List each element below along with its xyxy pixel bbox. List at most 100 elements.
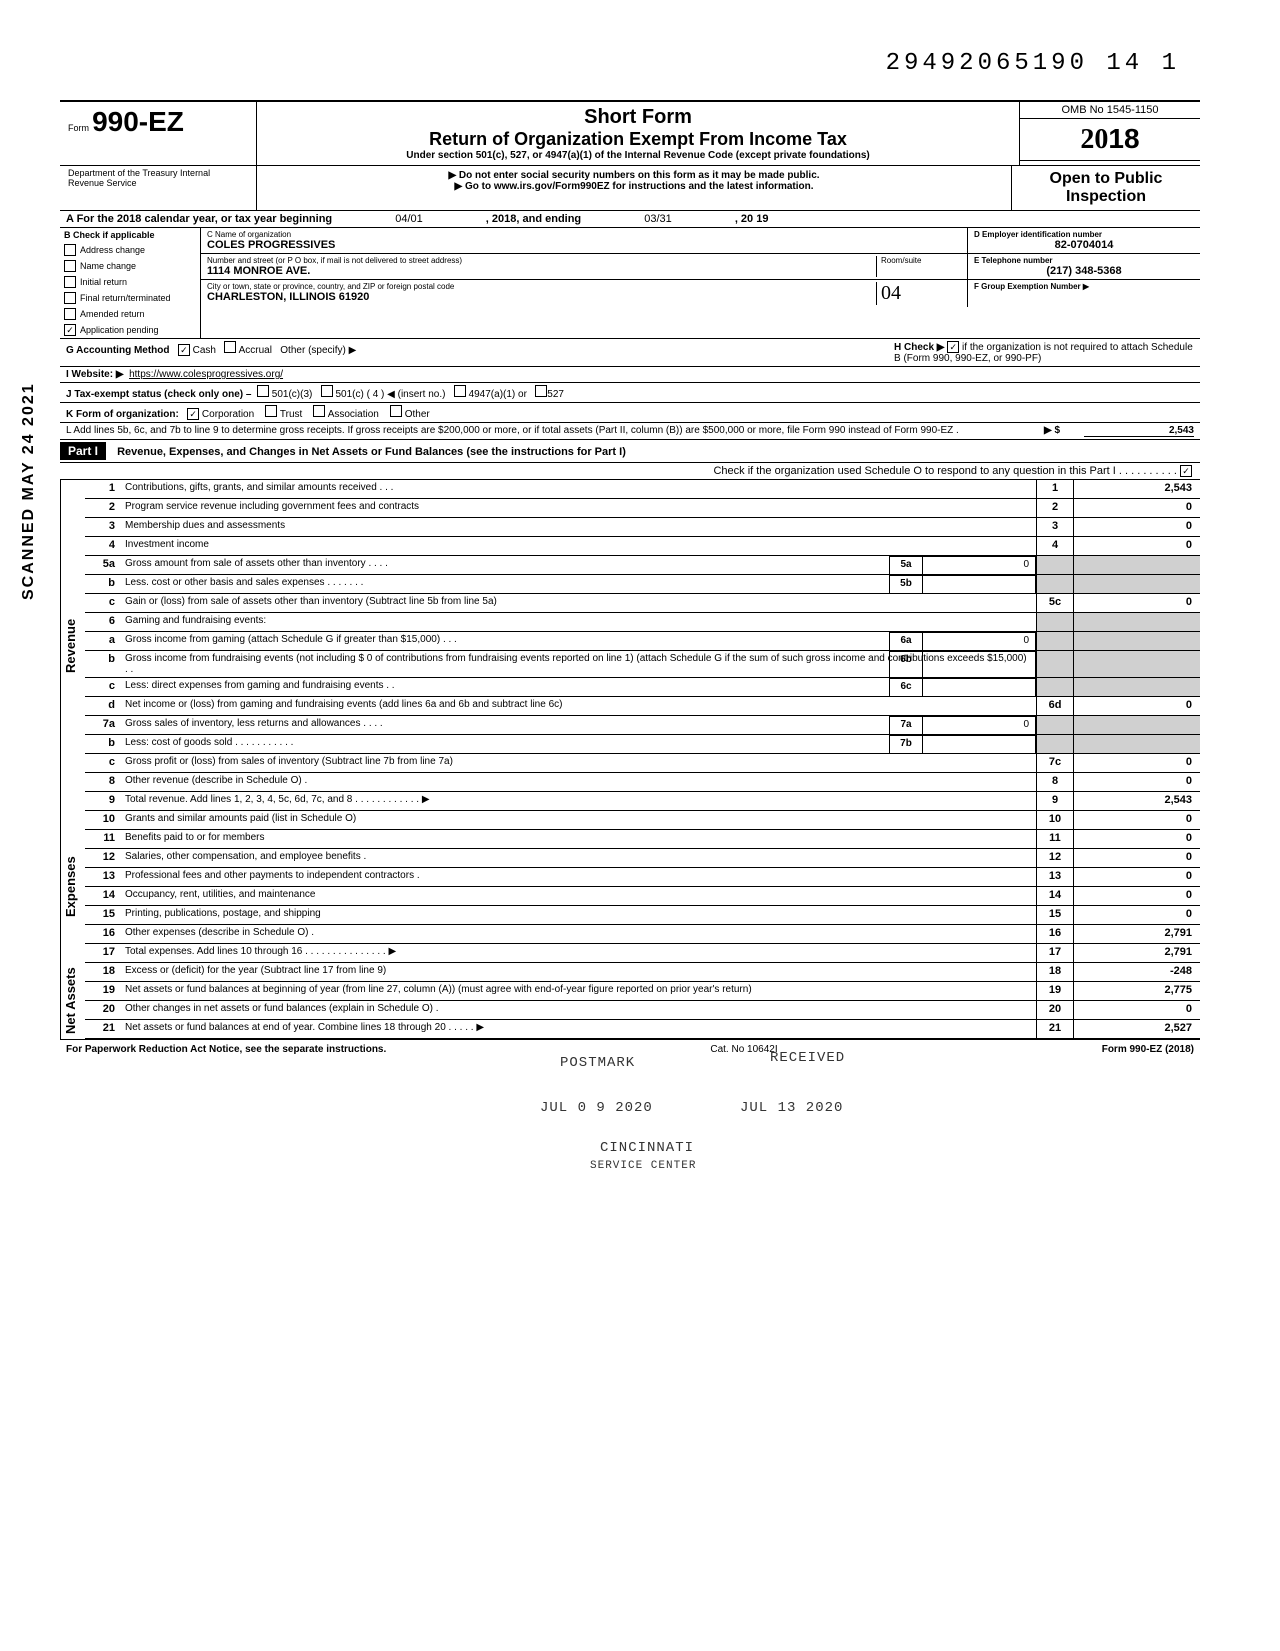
right-val-9: 2,543 [1074, 792, 1200, 810]
right-val-6a [1074, 632, 1200, 650]
inner-num-7b: 7b [890, 736, 923, 753]
pra-notice: For Paperwork Reduction Act Notice, see … [66, 1044, 386, 1055]
line-desc-16: Other expenses (describe in Schedule O) … [121, 925, 1036, 943]
line-num-10: 10 [85, 811, 121, 829]
cb-schedule-o[interactable]: ✓ [1180, 465, 1192, 477]
line-desc-6a: Gross income from gaming (attach Schedul… [121, 632, 1036, 650]
cb-4947[interactable] [454, 385, 466, 397]
right-num-7a [1036, 716, 1074, 734]
line-20: 20Other changes in net assets or fund ba… [85, 1001, 1200, 1020]
cb-application-pending[interactable]: ✓ [64, 324, 76, 336]
inner-val-6c [923, 679, 1035, 696]
right-num-19: 19 [1036, 982, 1074, 1000]
form-header: Form 990-EZ Short Form Return of Organiz… [60, 100, 1200, 166]
right-val-10: 0 [1074, 811, 1200, 829]
subtitle: Under section 501(c), 527, or 4947(a)(1)… [265, 150, 1011, 161]
dln-number: 29492065190 14 1 [886, 50, 1180, 77]
right-num-6a [1036, 632, 1074, 650]
b-item-3: Final return/terminated [80, 293, 171, 303]
cb-corporation[interactable]: ✓ [187, 408, 199, 420]
right-num-15: 15 [1036, 906, 1074, 924]
right-val-14: 0 [1074, 887, 1200, 905]
cb-initial-return[interactable] [64, 276, 76, 288]
cb-cash[interactable]: ✓ [178, 344, 190, 356]
line-num-2: 2 [85, 499, 121, 517]
right-val-4: 0 [1074, 537, 1200, 555]
line-num-15: 15 [85, 906, 121, 924]
cb-501c[interactable] [321, 385, 333, 397]
line-5a: 5aGross amount from sale of assets other… [85, 556, 1200, 575]
right-num-3: 3 [1036, 518, 1074, 536]
line-7c: cGross profit or (loss) from sales of in… [85, 754, 1200, 773]
line-desc-12: Salaries, other compensation, and employ… [121, 849, 1036, 867]
line-num-6b: b [85, 651, 121, 677]
right-num-4: 4 [1036, 537, 1074, 555]
right-num-6d: 6d [1036, 697, 1074, 715]
website-instruction: ▶ Go to www.irs.gov/Form990EZ for instru… [261, 181, 1007, 192]
l-value: 2,543 [1084, 425, 1194, 437]
phone-value: (217) 348-5368 [974, 265, 1194, 277]
right-num-2: 2 [1036, 499, 1074, 517]
inner-val-6b [923, 652, 1035, 677]
right-val-12: 0 [1074, 849, 1200, 867]
line-num-21: 21 [85, 1020, 121, 1038]
form-number: 990-EZ [92, 106, 184, 137]
b-item-4: Amended return [80, 309, 145, 319]
line-num-9: 9 [85, 792, 121, 810]
line-num-6: 6 [85, 613, 121, 631]
line-desc-14: Occupancy, rent, utilities, and maintena… [121, 887, 1036, 905]
right-num-11: 11 [1036, 830, 1074, 848]
line-1: 1Contributions, gifts, grants, and simil… [85, 480, 1200, 499]
inner-val-5b [923, 576, 1035, 593]
line-desc-11: Benefits paid to or for members [121, 830, 1036, 848]
line-desc-4: Investment income [121, 537, 1036, 555]
short-form-label: Short Form [265, 106, 1011, 129]
line-i: I Website: ▶ https://www.colesprogressiv… [60, 367, 1200, 383]
line-11: 11Benefits paid to or for members110 [85, 830, 1200, 849]
right-num-6 [1036, 613, 1074, 631]
line-desc-2: Program service revenue including govern… [121, 499, 1036, 517]
cb-name-change[interactable] [64, 260, 76, 272]
stamp-date: JUL 0 9 2020 [540, 1100, 653, 1116]
line-num-1: 1 [85, 480, 121, 498]
cb-accrual[interactable] [224, 341, 236, 353]
right-val-16: 2,791 [1074, 925, 1200, 943]
city-value: CHARLESTON, ILLINOIS 61920 [207, 291, 876, 303]
line-6: 6Gaming and fundraising events: [85, 613, 1200, 632]
line-desc-13: Professional fees and other payments to … [121, 868, 1036, 886]
cb-amended-return[interactable] [64, 308, 76, 320]
line-5b: bLess. cost or other basis and sales exp… [85, 575, 1200, 594]
cb-h[interactable]: ✓ [947, 341, 959, 353]
cb-address-change[interactable] [64, 244, 76, 256]
line-desc-5b: Less. cost or other basis and sales expe… [121, 575, 1036, 593]
department-label: Department of the Treasury Internal Reve… [60, 166, 257, 210]
line-num-6d: d [85, 697, 121, 715]
line-7a: 7aGross sales of inventory, less returns… [85, 716, 1200, 735]
cb-trust[interactable] [265, 405, 277, 417]
line-num-8: 8 [85, 773, 121, 791]
cb-final-return[interactable] [64, 292, 76, 304]
e-label: E Telephone number [974, 256, 1194, 265]
line-num-5b: b [85, 575, 121, 593]
line-num-4: 4 [85, 537, 121, 555]
line-desc-7a: Gross sales of inventory, less returns a… [121, 716, 1036, 734]
inner-num-6b: 6b [890, 652, 923, 677]
inner-val-5a: 0 [923, 557, 1035, 574]
right-val-5a [1074, 556, 1200, 574]
inner-num-7a: 7a [890, 717, 923, 734]
cb-association[interactable] [313, 405, 325, 417]
right-num-8: 8 [1036, 773, 1074, 791]
c-label: C Name of organization [207, 230, 961, 239]
line-desc-6b: Gross income from fundraising events (no… [121, 651, 1036, 677]
scanned-stamp: SCANNED MAY 24 2021 [20, 382, 38, 600]
b-label: B Check if applicable [60, 228, 200, 242]
right-val-20: 0 [1074, 1001, 1200, 1019]
cb-527[interactable] [535, 385, 547, 397]
right-num-6c [1036, 678, 1074, 696]
inner-num-5b: 5b [890, 576, 923, 593]
right-val-8: 0 [1074, 773, 1200, 791]
line-9: 9Total revenue. Add lines 1, 2, 3, 4, 5c… [85, 792, 1200, 811]
right-val-5c: 0 [1074, 594, 1200, 612]
cb-501c3[interactable] [257, 385, 269, 397]
cb-other-org[interactable] [390, 405, 402, 417]
